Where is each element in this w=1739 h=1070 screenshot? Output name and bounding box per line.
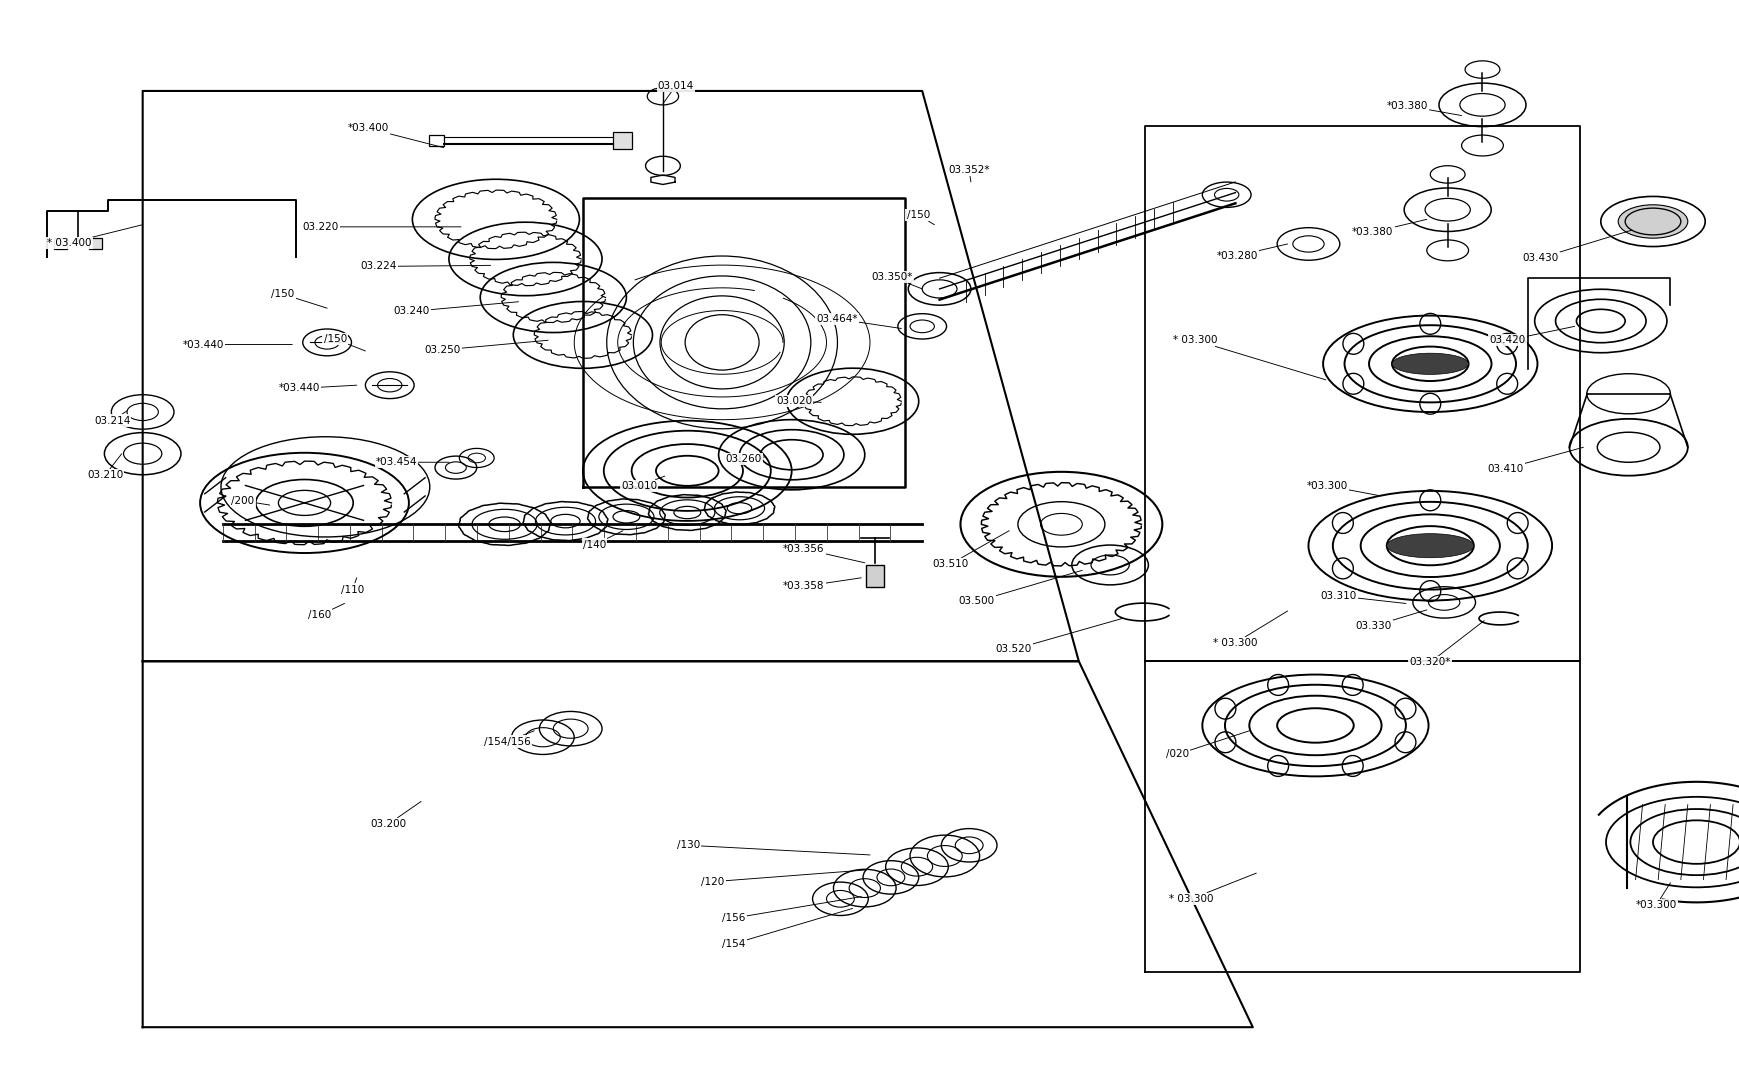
Text: /154: /154: [722, 908, 852, 949]
Text: 03.020: 03.020: [776, 396, 821, 407]
Text: *03.300: *03.300: [1635, 883, 1676, 911]
Text: 03.214: 03.214: [94, 411, 130, 426]
Ellipse shape: [1391, 353, 1468, 374]
Text: * 03.300: * 03.300: [1169, 873, 1256, 904]
Text: 03.210: 03.210: [87, 454, 123, 480]
Text: 03.350*: 03.350*: [871, 272, 922, 289]
Text: 03.410: 03.410: [1487, 447, 1582, 474]
Text: /200: /200: [231, 495, 270, 506]
Text: *03.400: *03.400: [348, 123, 443, 148]
Text: 03.200: 03.200: [370, 801, 421, 829]
Text: 03.014: 03.014: [657, 80, 694, 104]
Text: 03.500: 03.500: [958, 570, 1082, 607]
Ellipse shape: [1617, 204, 1687, 239]
Text: 03.520: 03.520: [995, 618, 1122, 655]
Text: /110: /110: [341, 578, 363, 595]
Text: /130: /130: [676, 840, 870, 855]
FancyBboxPatch shape: [54, 239, 68, 249]
Text: /150: /150: [323, 334, 365, 351]
Text: /154/156: /154/156: [483, 731, 534, 747]
Text: 03.260: 03.260: [725, 454, 765, 464]
Text: /150: /150: [906, 210, 934, 225]
Text: /120: /120: [701, 870, 866, 887]
Text: 03.320*: 03.320*: [1409, 621, 1483, 668]
Text: * 03.300: * 03.300: [1212, 611, 1287, 648]
Text: *03.280: *03.280: [1216, 244, 1287, 261]
Text: *03.380: *03.380: [1351, 219, 1426, 238]
Text: * 03.400: * 03.400: [47, 225, 143, 248]
Text: 03.420: 03.420: [1489, 326, 1574, 346]
Text: 03.430: 03.430: [1522, 230, 1631, 263]
Text: *03.300: *03.300: [1306, 480, 1377, 495]
Text: *03.454: *03.454: [376, 457, 449, 468]
Text: 03.352*: 03.352*: [948, 165, 989, 182]
Text: 03.310: 03.310: [1320, 591, 1405, 603]
Text: 03.220: 03.220: [303, 221, 461, 232]
Text: 03.330: 03.330: [1355, 610, 1426, 631]
Text: *03.440: *03.440: [278, 383, 356, 394]
Text: 03.010: 03.010: [621, 476, 664, 491]
Text: *03.380: *03.380: [1386, 101, 1461, 116]
Ellipse shape: [1386, 534, 1473, 557]
Text: /150: /150: [271, 289, 327, 308]
FancyBboxPatch shape: [612, 132, 631, 149]
Text: 03.464*: 03.464*: [816, 314, 901, 328]
Text: 03.510: 03.510: [932, 531, 1009, 569]
FancyBboxPatch shape: [89, 239, 103, 249]
Text: *03.440: *03.440: [183, 339, 292, 350]
Text: 03.250: 03.250: [424, 340, 548, 355]
Text: /020: /020: [1165, 731, 1249, 760]
Text: /156: /156: [722, 897, 861, 923]
Text: 03.240: 03.240: [393, 302, 518, 317]
Text: *03.358: *03.358: [783, 578, 861, 592]
Text: *03.356: *03.356: [783, 544, 864, 563]
Text: 03.224: 03.224: [360, 261, 490, 272]
Text: /160: /160: [308, 603, 344, 621]
Text: * 03.300: * 03.300: [1172, 335, 1325, 380]
Text: /140: /140: [583, 531, 623, 550]
FancyBboxPatch shape: [866, 565, 883, 586]
